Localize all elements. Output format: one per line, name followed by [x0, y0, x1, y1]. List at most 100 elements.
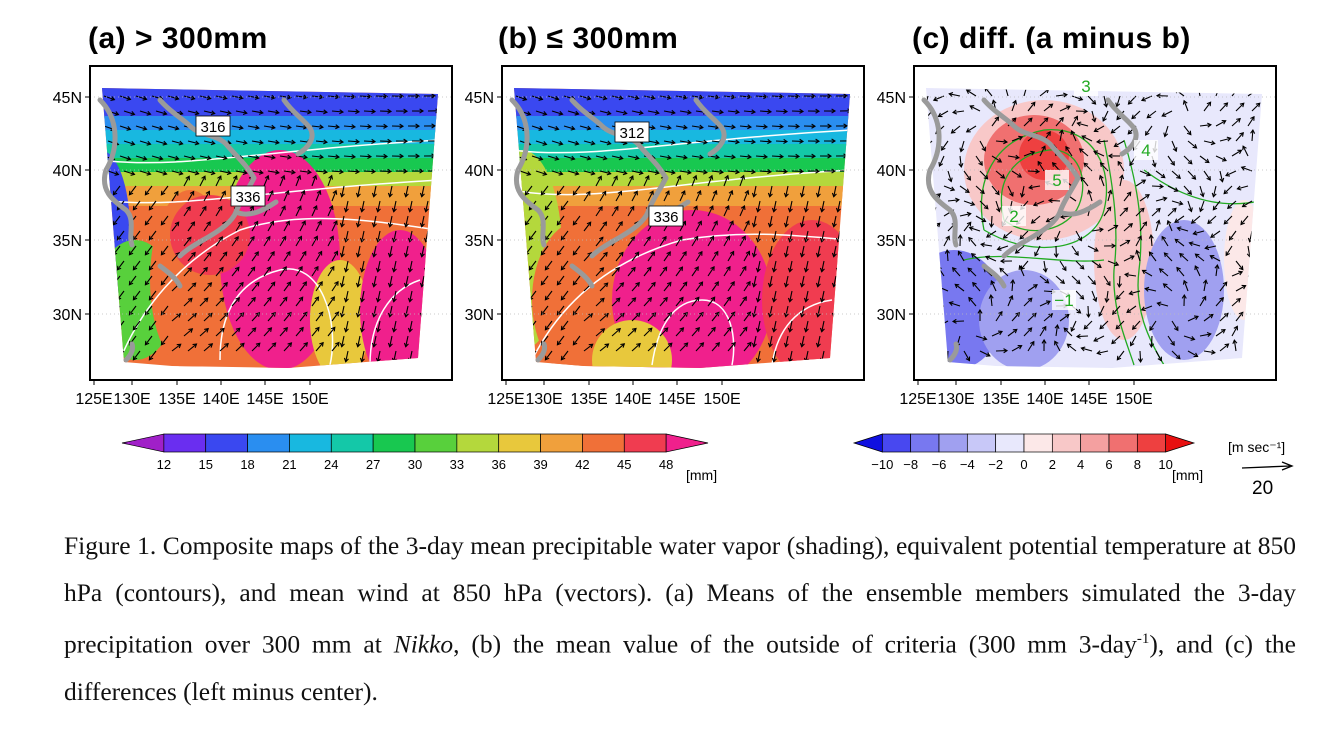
wind-vector: [187, 343, 197, 352]
wind-vector-head: [988, 223, 995, 229]
wind-vector: [1011, 279, 1014, 292]
wind-vector-head: [391, 267, 397, 273]
wind-vector: [535, 170, 547, 175]
wind-vector-head: [1238, 265, 1244, 271]
wind-vector: [535, 140, 547, 145]
wind-vector: [1183, 185, 1192, 195]
wind-vector-head: [1041, 338, 1047, 344]
wind-vector: [540, 245, 549, 256]
wind-vector: [1219, 102, 1228, 112]
wind-vector-head: [1140, 96, 1146, 102]
wind-vector-head: [540, 280, 546, 286]
wind-vector-head: [419, 108, 425, 114]
wind-vector-head: [1182, 99, 1188, 105]
wind-vector-head: [415, 123, 421, 129]
wind-vector: [135, 155, 147, 160]
wind-vector: [215, 236, 223, 247]
wind-vector-head: [1131, 114, 1137, 120]
wind-vector: [572, 275, 581, 286]
wind-vector: [1037, 161, 1045, 172]
wind-vector-head: [795, 93, 801, 99]
wind-vector-head: [1214, 264, 1220, 269]
wind-vector: [583, 343, 594, 352]
wind-vector-head: [835, 207, 841, 213]
wind-vector-head: [572, 280, 578, 286]
wind-vector-head: [110, 96, 116, 101]
wind-vector: [1071, 245, 1079, 256]
wind-vector-head: [613, 175, 618, 181]
wind-vector: [167, 95, 179, 100]
diff-colorbar-swatch: [995, 433, 1025, 453]
wind-vector-head: [615, 297, 621, 303]
wind-vector-head: [740, 174, 746, 180]
wind-vector: [1203, 101, 1212, 112]
coastline-segment: [569, 263, 595, 289]
wind-vector-head: [335, 154, 341, 160]
wind-vector-head: [763, 124, 769, 130]
wind-vector: [572, 245, 581, 256]
wind-vector: [267, 170, 279, 174]
wind-vector-head: [1206, 176, 1211, 181]
wind-vector-head: [286, 250, 291, 256]
pw-colorbar-end-triangle: [121, 433, 165, 453]
wind-vector: [357, 185, 361, 197]
dry-east: [310, 260, 370, 368]
wind-vector-head: [697, 220, 702, 226]
wind-vector: [1070, 320, 1077, 332]
wind-vector: [331, 140, 344, 143]
wind-vector: [299, 281, 307, 292]
wind-vector-head: [319, 124, 324, 130]
wind-vector: [1087, 245, 1099, 252]
wind-vector: [711, 170, 723, 173]
wind-vector: [123, 170, 135, 175]
wind-vector: [1177, 227, 1189, 232]
wind-vector-head: [574, 140, 580, 146]
wind-vector: [1167, 220, 1173, 232]
wind-vector: [167, 155, 179, 160]
wind-vector-head: [952, 109, 957, 115]
wind-vector-head: [203, 266, 208, 272]
wind-vector-head: [302, 281, 307, 287]
wind-vector: [739, 155, 752, 158]
wind-vector-head: [1155, 93, 1161, 99]
wind-vector-head: [601, 190, 607, 196]
wind-vector-head: [148, 355, 154, 361]
wind-vector-head: [387, 168, 393, 174]
wind-vector-head: [355, 109, 361, 115]
wind-vector: [148, 200, 157, 211]
wind-vector: [821, 200, 825, 212]
wind-vector-head: [1018, 264, 1024, 270]
wind-vector-head: [634, 155, 640, 161]
wind-vector-head: [148, 205, 154, 211]
lon-tick-label: 145E: [658, 391, 695, 408]
wind-vector-head: [799, 168, 805, 174]
wind-vector: [295, 125, 307, 128]
wind-vector-head: [1129, 341, 1135, 347]
wind-vector: [997, 245, 1009, 250]
wind-vector: [283, 281, 291, 292]
wind-vector: [1179, 253, 1189, 262]
wind-vector: [1167, 185, 1179, 192]
wind-vector: [952, 267, 961, 277]
wind-vector: [1112, 305, 1121, 315]
wind-vector: [679, 281, 688, 292]
wind-vector: [544, 260, 553, 271]
wind-vector: [279, 205, 286, 217]
wind-vector-head: [586, 221, 592, 227]
wind-vector-head: [1066, 343, 1072, 349]
wind-vector-head: [144, 340, 150, 346]
wind-vector: [1023, 88, 1028, 97]
wind-vector: [1004, 88, 1009, 97]
wind-vector: [743, 281, 751, 292]
wind-vector-head: [371, 192, 377, 198]
panel-a-title: (a) > 300mm: [88, 22, 268, 55]
wind-vector-head: [343, 327, 349, 333]
wind-vector: [359, 95, 372, 98]
wind-vector-head: [649, 190, 654, 196]
wind-vector: [663, 251, 671, 262]
wind-vector: [283, 190, 289, 202]
wind-vector-head: [740, 204, 746, 210]
coastline-segment: [981, 263, 1007, 289]
wind-vector-head: [162, 140, 168, 146]
pw-colorbar-swatch: [623, 433, 667, 453]
